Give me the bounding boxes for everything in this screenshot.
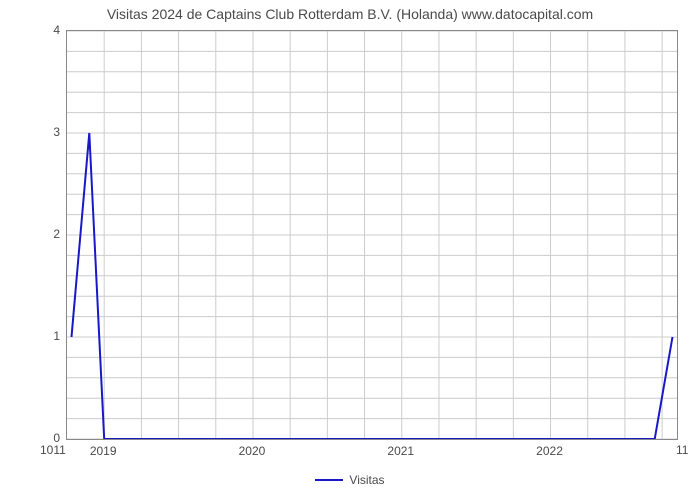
extra-bottom-right-label: 11 (676, 443, 688, 457)
extra-bottom-left-label: 1011 (40, 443, 66, 457)
chart-svg (67, 31, 677, 439)
x-tick-label: 2021 (387, 444, 414, 458)
x-tick-label: 2019 (90, 444, 117, 458)
plot-area (66, 30, 678, 440)
chart-container: Visitas 2024 de Captains Club Rotterdam … (0, 0, 700, 500)
chart-title: Visitas 2024 de Captains Club Rotterdam … (0, 6, 700, 22)
legend: Visitas (0, 472, 700, 487)
y-tick-label: 3 (30, 125, 60, 139)
line-series-visitas (72, 133, 673, 439)
legend-label: Visitas (349, 473, 384, 487)
y-tick-label: 4 (30, 23, 60, 37)
gridlines (67, 31, 677, 439)
x-tick-label: 2020 (239, 444, 266, 458)
y-tick-label: 1 (30, 329, 60, 343)
y-tick-label: 2 (30, 227, 60, 241)
legend-line-icon (315, 479, 343, 481)
x-tick-label: 2022 (536, 444, 563, 458)
